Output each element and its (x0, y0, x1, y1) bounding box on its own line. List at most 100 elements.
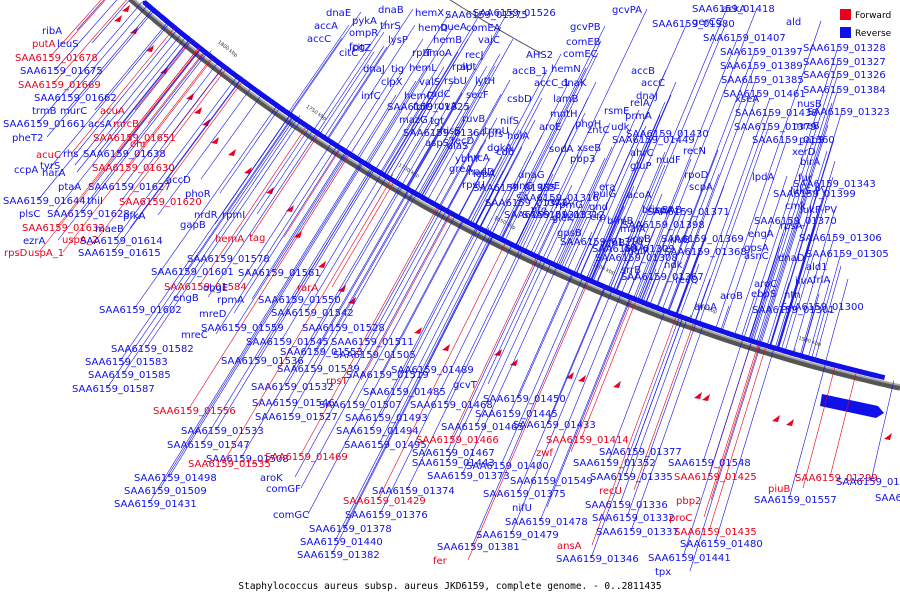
gene-label[interactable]: mreC (181, 330, 208, 341)
gene-label[interactable]: SAA6159_01528 (302, 323, 385, 334)
gene-label[interactable]: aroB (720, 291, 743, 302)
gene-label[interactable]: SAA6159_01542 (271, 308, 354, 319)
gene-label[interactable]: SAA6159_01373 (427, 471, 510, 482)
gene-label[interactable]: lpdA (752, 172, 774, 183)
gene-label[interactable]: SAA6159_01335 (590, 472, 673, 483)
gene-label[interactable]: SAA6159_01381 (437, 542, 520, 553)
gene-label[interactable]: asnC (744, 251, 769, 262)
gene-label[interactable]: SAA6159_01332 (592, 513, 675, 524)
gene-label[interactable]: SAA6159_01316 (516, 193, 599, 204)
gene-label[interactable]: SAA6159_01587 (72, 384, 155, 395)
gene-label[interactable]: rsbU (444, 76, 467, 87)
gene-label[interactable]: SAA6159_01327 (803, 57, 886, 68)
gene-label[interactable]: pulG (593, 189, 616, 200)
gene-label[interactable]: putA (32, 39, 56, 50)
gene-label[interactable]: SAA6159_01369 (661, 234, 744, 245)
gene-label[interactable]: vajC (478, 35, 500, 46)
gene-label[interactable]: ezrA (23, 236, 46, 247)
gene-label[interactable]: SAA6159_01549 (510, 476, 593, 487)
gene-label[interactable]: SAA6159_01675 (20, 66, 103, 77)
gene-label[interactable]: papS (799, 135, 824, 146)
gene-label[interactable]: SAA6159_01489 (391, 365, 474, 376)
gene-label[interactable]: ahrC (630, 148, 654, 159)
gene-label[interactable]: SAA6159_01352 (573, 458, 656, 469)
gene-label[interactable]: SAA6159_01519 (346, 370, 429, 381)
gene-label[interactable]: rpmA (217, 295, 244, 306)
gene-label[interactable]: hemA (215, 234, 244, 245)
gene-label[interactable]: SAA6159_01507 (319, 400, 402, 411)
gene-label[interactable]: comGF (266, 484, 301, 495)
gene-label[interactable]: SAA6159_01630 (92, 163, 175, 174)
gene-label[interactable]: uspA_1 (28, 248, 64, 259)
gene-label[interactable]: mrcB (113, 119, 139, 130)
gene-label[interactable]: lukF-PV (800, 205, 837, 216)
gene-label[interactable]: recJ (465, 50, 484, 61)
gene-label[interactable]: ptaA (58, 182, 81, 193)
gene-label[interactable]: SAA6159_01467 (412, 448, 495, 459)
gene-label[interactable]: SAA6159_01511 (331, 337, 414, 348)
gene-label[interactable]: SAA6159_01601 (151, 267, 234, 278)
gene-label[interactable]: recU (599, 486, 622, 497)
gene-label[interactable]: SAA6159_01583 (85, 357, 168, 368)
gene-label[interactable]: SAA6159_01299 (795, 473, 878, 484)
gene-label[interactable]: fer (433, 556, 448, 567)
gene-label[interactable]: tig (391, 64, 404, 75)
gene-label[interactable]: zntC (587, 125, 610, 136)
gene-label[interactable]: zwf (536, 448, 553, 459)
gene-label[interactable]: xseA (735, 94, 759, 105)
gene-label[interactable]: pheT2 (12, 133, 43, 144)
gene-label[interactable]: SAA6159_01400 (466, 461, 549, 472)
gene-label[interactable]: tgt (430, 116, 444, 127)
gene-label[interactable]: SAA6159_01533 (181, 426, 264, 437)
gene-label[interactable]: SAA6159_01627 (88, 182, 171, 193)
gene-label[interactable]: ackA (722, 4, 746, 15)
gene-label[interactable]: SAA6159_01372 (485, 198, 568, 209)
gene-label[interactable]: udk (611, 122, 630, 133)
gene-label[interactable]: SAA6159_01399 (773, 189, 856, 200)
gene-label[interactable]: SAA6159_01632 (22, 223, 105, 234)
gene-label[interactable]: SAA6159_01397 (720, 47, 803, 58)
gene-label[interactable]: nusB (797, 99, 822, 110)
gene-label[interactable]: SAA6159_01438 (735, 108, 818, 119)
gene-label[interactable]: SAA6159_01561 (238, 268, 321, 279)
gene-label[interactable]: era (599, 182, 615, 193)
gene-label[interactable]: pfs (488, 129, 503, 140)
gene-label[interactable]: SAA6159_01325 (387, 102, 470, 113)
gene-label[interactable]: SAA6159_01418 (692, 4, 775, 15)
gene-label[interactable]: AHS2 (526, 50, 553, 61)
gene-label[interactable]: SAA6159_01546 (252, 398, 335, 409)
gene-label[interactable]: SAA6159_01310 (560, 237, 643, 248)
gene-label[interactable]: SAA6159_01367 (621, 272, 704, 283)
gene-label[interactable]: SAA6159_01313 (504, 210, 587, 221)
gene-label[interactable]: aroE (539, 122, 561, 133)
gene-label[interactable]: recO (547, 197, 571, 208)
gene-label[interactable]: srrA (625, 243, 645, 254)
gene-label[interactable]: dnaG (518, 170, 545, 181)
gene-label[interactable]: accC_1 (534, 78, 569, 89)
gene-label[interactable]: maeB (95, 224, 124, 235)
gene-label[interactable]: hemC (404, 91, 433, 102)
gene-label[interactable]: pykA (352, 16, 377, 27)
gene-label[interactable]: ruvA (434, 101, 457, 112)
gene-label[interactable]: folC (413, 102, 432, 113)
gene-label[interactable]: SAA6159_01382 (297, 550, 380, 561)
gene-label[interactable]: SAA6159_01380 (652, 19, 735, 30)
gene-label[interactable]: dnaJ (636, 91, 658, 102)
gene-label[interactable]: ompR (349, 28, 378, 39)
gene-label[interactable]: SAA6159_01305 (806, 249, 889, 260)
gene-label[interactable]: SAA6159_01498 (134, 473, 217, 484)
gene-label[interactable]: SAA6159_01480 (680, 539, 763, 550)
gene-label[interactable]: tpx (655, 567, 671, 578)
gene-label[interactable]: dnaK (561, 78, 587, 89)
gene-label[interactable]: scpA (689, 182, 713, 193)
gene-label[interactable]: SAA6159_01433 (513, 420, 596, 431)
gene-label[interactable]: SAA6159_01306 (799, 233, 882, 244)
gene-label[interactable]: SAA6159_01375 (483, 489, 566, 500)
gene-label[interactable]: ilvA (795, 276, 813, 287)
gene-label[interactable]: SAA6159_01550 (258, 295, 341, 306)
gene-label[interactable]: gapB (180, 220, 206, 231)
gene-label[interactable]: SAA6159_01620 (119, 197, 202, 208)
gene-label[interactable]: SAA6159_01374 (372, 486, 455, 497)
gene-label[interactable]: srrB (621, 265, 641, 276)
gene-label[interactable]: SAA6159_01465 (441, 422, 524, 433)
